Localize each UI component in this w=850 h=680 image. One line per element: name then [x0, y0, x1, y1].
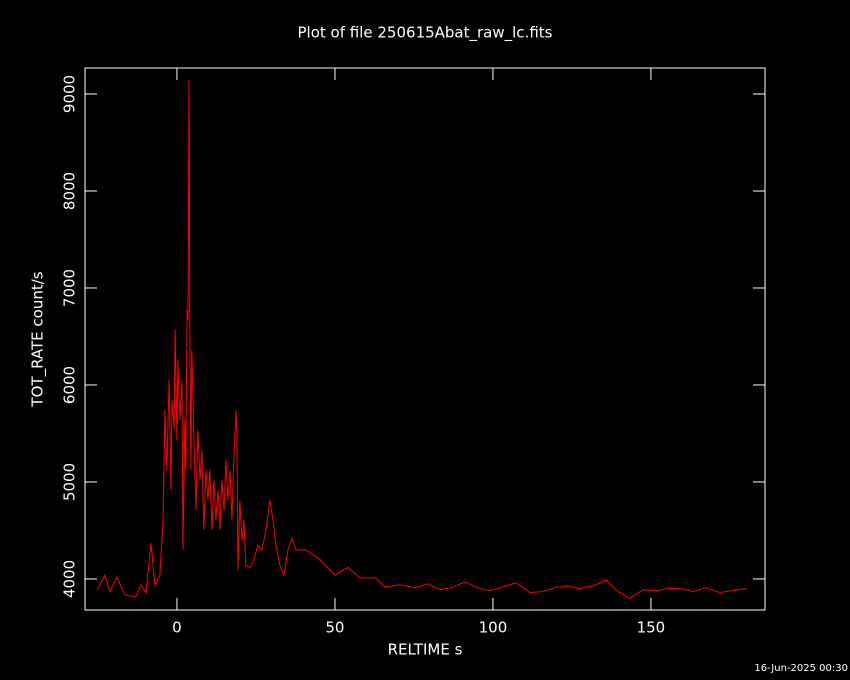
x-tick-label: 50 — [325, 619, 344, 637]
x-tick-label: 0 — [172, 619, 182, 637]
y-tick-label: 9000 — [61, 75, 79, 113]
y-tick-label: 8000 — [61, 172, 79, 210]
y-axis-label: TOT_RATE count/s — [29, 271, 48, 407]
x-tick-label: 100 — [479, 619, 508, 637]
y-tick-label: 4000 — [61, 560, 79, 598]
x-tick-label: 150 — [637, 619, 666, 637]
y-tick-label: 7000 — [61, 269, 79, 307]
data-line — [96, 80, 748, 599]
timestamp: 16-Jun-2025 00:30 — [754, 663, 848, 674]
chart-title: Plot of file 250615Abat_raw_lc.fits — [298, 24, 553, 43]
plot-frame — [84, 67, 766, 611]
y-tick-label: 5000 — [61, 463, 79, 501]
y-tick-label: 6000 — [61, 366, 79, 404]
x-axis-label: RELTIME s — [388, 641, 463, 659]
